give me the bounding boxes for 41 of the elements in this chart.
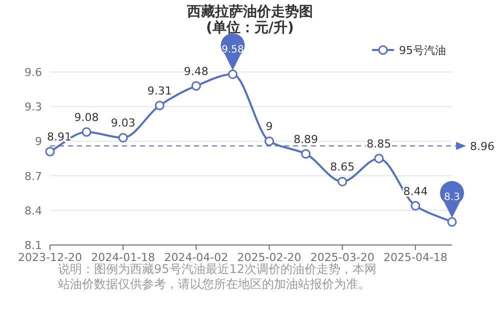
point xyxy=(82,127,92,137)
point xyxy=(301,149,311,159)
point xyxy=(264,136,274,146)
x-tick-label: 2025-04-18 xyxy=(383,251,448,264)
point xyxy=(154,100,164,110)
x-tick-label: 2024-04-02 xyxy=(164,251,228,264)
text: 说明：图例为西藏95号汽油最近12次调价的油价走势，本网站油价数据仅供参考，请以您所在地区的加油站报价为准。 xyxy=(58,262,377,291)
x-tick-label: 2024-01-18 xyxy=(91,251,156,264)
data-label: 9.08 xyxy=(74,110,99,124)
y-tick-label: 8.1 xyxy=(24,239,42,252)
x-tick-label: 2025-02-20 xyxy=(237,251,302,264)
chart-subtitle: (单位：元/升) xyxy=(206,19,294,36)
data-label: 9.58 xyxy=(222,44,244,56)
point xyxy=(45,146,55,156)
y-tick-label: 9.3 xyxy=(24,100,42,114)
y-tick-label: 8.7 xyxy=(24,170,42,183)
data-label: 8.89 xyxy=(294,132,318,146)
data-label: 8.91 xyxy=(47,130,72,144)
y-tick-label: 9.6 xyxy=(24,66,42,79)
point xyxy=(228,70,238,80)
y-tick-label: 9 xyxy=(35,135,42,148)
data-label: 9.48 xyxy=(184,64,208,78)
point xyxy=(374,154,384,164)
point xyxy=(338,176,348,186)
chart-title: 西藏拉萨油价走势图 xyxy=(186,4,313,20)
data-label: 8.44 xyxy=(403,184,428,198)
data-label: 8.3 xyxy=(444,192,460,203)
y-tick-label: 8.4 xyxy=(24,204,42,218)
point xyxy=(191,81,201,91)
data-label: 8.85 xyxy=(366,138,392,150)
x-tick-label: 2023-12-20 xyxy=(18,251,82,264)
point xyxy=(447,217,457,227)
data-label: 9.31 xyxy=(147,84,172,98)
ref-line-label: 8.96 xyxy=(470,140,494,153)
x-tick-label: 2025-03-20 xyxy=(310,251,374,264)
data-label: 9 xyxy=(266,120,273,134)
point xyxy=(118,132,128,142)
point xyxy=(410,201,420,211)
data-label: 8.65 xyxy=(330,160,355,174)
legend-label: 95号汽油 xyxy=(399,44,446,57)
data-label: 9.03 xyxy=(110,116,136,130)
